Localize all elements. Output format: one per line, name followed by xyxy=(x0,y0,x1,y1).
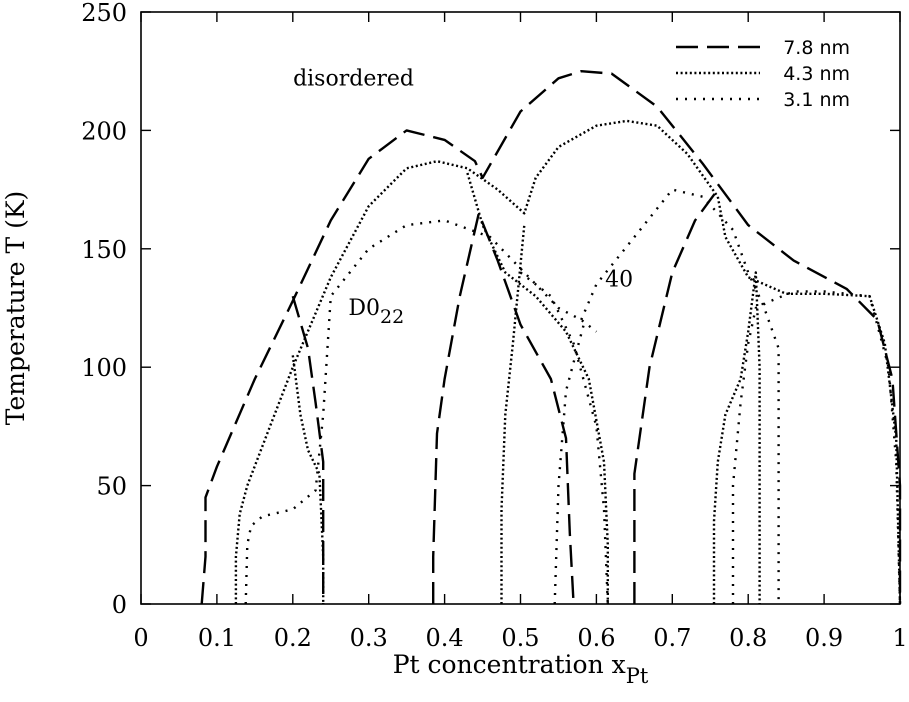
x-tick-label: 0.2 xyxy=(274,624,312,652)
legend: 7.8 nm 4.3 nm 3.1 nm xyxy=(676,37,850,111)
legend-label: 3.1 nm xyxy=(783,89,850,111)
x-tick-label: 0.4 xyxy=(426,624,464,652)
series-layer xyxy=(200,70,902,605)
series-line-segment xyxy=(432,212,575,605)
region-label-subscript: 22 xyxy=(380,306,404,328)
series-7-8-nm xyxy=(200,70,902,605)
x-tick-label: 0 xyxy=(133,624,148,652)
y-tick-label: 50 xyxy=(96,473,127,501)
y-tick-label: 0 xyxy=(112,591,127,619)
region-label-text: 40 xyxy=(605,268,633,293)
region-label: disordered xyxy=(293,66,414,91)
x-tick-label: 0.3 xyxy=(350,624,388,652)
y-tick-label: 150 xyxy=(81,236,127,264)
series-line-segment xyxy=(234,119,902,605)
series-3-1-nm xyxy=(244,188,902,605)
legend-label: 4.3 nm xyxy=(783,63,850,85)
legend-label: 7.8 nm xyxy=(783,37,850,59)
region-label: D022 xyxy=(348,296,404,328)
series-line-segment xyxy=(580,188,780,604)
series-line-segment xyxy=(200,70,902,605)
x-tick-label: 0.5 xyxy=(501,624,539,652)
annotation-layer: disordered D022 40 xyxy=(293,66,633,328)
x-tick-label: 0.9 xyxy=(805,624,843,652)
region-label-text: D0 xyxy=(348,296,380,321)
series-line-segment xyxy=(291,295,325,604)
y-tick-label: 200 xyxy=(81,117,127,145)
series-line-segment xyxy=(244,219,598,605)
series-line-segment xyxy=(519,271,609,605)
x-axis-title-subscript: Pt xyxy=(626,664,649,688)
region-label: 40 xyxy=(605,268,633,293)
ticks-layer: 0 0.1 0.2 0.3 0.4 0.5 0.6 0.7 0.8 0.9 1 0 50 100 150 20… xyxy=(81,0,907,652)
x-axis-title-text: Pt concentration x xyxy=(393,650,626,679)
y-axis-title: Temperature T (K) xyxy=(1,191,30,426)
series-line-segment xyxy=(291,355,325,604)
x-tick-label: 0.6 xyxy=(577,624,615,652)
x-tick-label: 0.1 xyxy=(198,624,236,652)
x-tick-label: 0.7 xyxy=(653,624,691,652)
series-line-segment xyxy=(731,290,902,605)
axis-titles: Pt concentration xPt Temperature T (K) xyxy=(1,191,649,688)
x-axis-title: Pt concentration xPt xyxy=(393,650,649,688)
y-tick-label: 100 xyxy=(81,354,127,382)
series-line-segment xyxy=(712,271,761,604)
series-line-segment xyxy=(500,224,526,604)
series-line-segment xyxy=(633,188,719,604)
region-label-text: disordered xyxy=(293,66,414,91)
y-tick-label: 250 xyxy=(81,0,127,27)
x-tick-label: 0.8 xyxy=(729,624,767,652)
series-4-3-nm xyxy=(234,119,902,605)
x-tick-label: 1 xyxy=(892,624,907,652)
